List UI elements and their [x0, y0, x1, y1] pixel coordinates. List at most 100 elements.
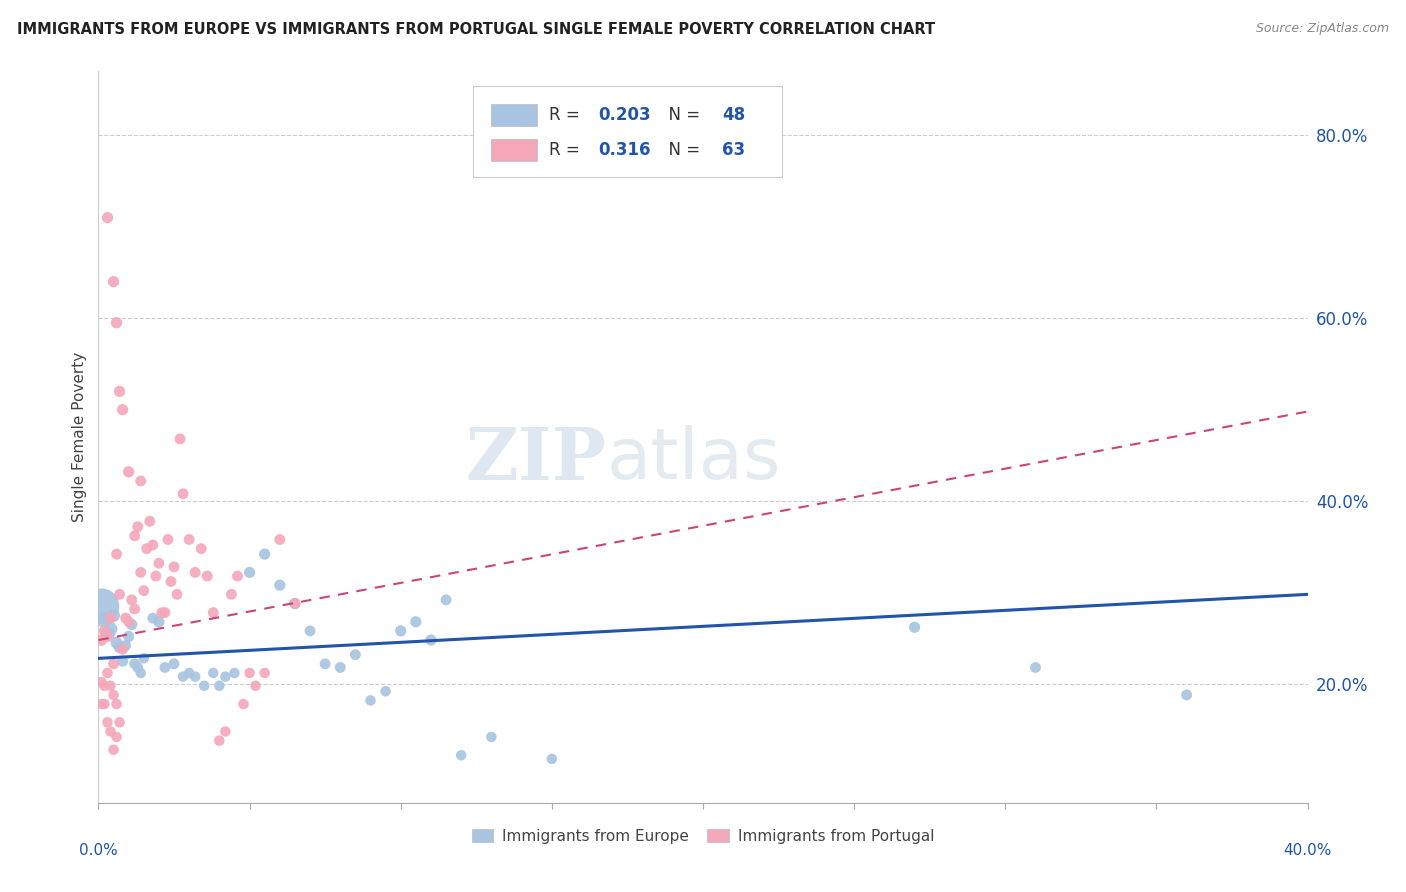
Point [239, 566, 262, 580]
Point [108, 715, 131, 730]
Text: IMMIGRANTS FROM EUROPE VS IMMIGRANTS FROM PORTUGAL SINGLE FEMALE POVERTY CORRELA: IMMIGRANTS FROM EUROPE VS IMMIGRANTS FRO… [17, 22, 935, 37]
Point [405, 615, 427, 629]
Point [93, 697, 115, 711]
Point [118, 615, 141, 629]
Text: 40.0%: 40.0% [1284, 843, 1331, 858]
Point [163, 657, 186, 671]
Point [153, 606, 176, 620]
Point [108, 587, 131, 601]
Point [127, 660, 149, 674]
Point [100, 724, 122, 739]
Point [450, 748, 472, 763]
Point [150, 606, 173, 620]
Text: R =: R = [550, 141, 585, 160]
Point [124, 657, 146, 671]
Point [111, 654, 134, 668]
Point [103, 657, 125, 671]
Text: 63: 63 [723, 141, 745, 160]
Point [103, 743, 125, 757]
Point [904, 620, 927, 634]
Point [124, 529, 146, 543]
Point [90, 599, 112, 614]
Point [179, 533, 201, 547]
Point [135, 541, 157, 556]
Point [389, 624, 412, 638]
Point [540, 752, 562, 766]
Point [132, 583, 155, 598]
Point [124, 602, 146, 616]
Point [172, 487, 194, 501]
Point [129, 665, 152, 680]
Point [160, 574, 183, 589]
Point [118, 629, 141, 643]
Point [284, 597, 307, 611]
Point [111, 642, 134, 657]
Point [93, 613, 115, 627]
Point [224, 665, 246, 680]
Point [100, 611, 122, 625]
Point [374, 684, 396, 698]
Point [127, 519, 149, 533]
Point [184, 670, 207, 684]
Point [100, 679, 122, 693]
Point [344, 648, 367, 662]
Point [195, 569, 218, 583]
Y-axis label: Single Female Poverty: Single Female Poverty [72, 352, 87, 522]
Point [214, 724, 236, 739]
Point [172, 670, 194, 684]
Point [118, 465, 141, 479]
Point [269, 533, 291, 547]
Text: 48: 48 [723, 106, 745, 124]
Point [253, 547, 276, 561]
Point [226, 569, 249, 583]
Point [103, 275, 125, 289]
Point [1024, 660, 1046, 674]
Point [142, 611, 165, 625]
Point [245, 679, 267, 693]
Point [114, 611, 136, 625]
Point [90, 675, 112, 690]
Point [156, 533, 179, 547]
Point [108, 384, 131, 399]
Point [129, 566, 152, 580]
Point [253, 665, 276, 680]
Text: R =: R = [550, 106, 585, 124]
Point [692, 161, 714, 175]
Point [1175, 688, 1198, 702]
Point [96, 629, 118, 643]
Point [190, 541, 212, 556]
Point [314, 657, 336, 671]
Point [153, 660, 176, 674]
Point [269, 578, 291, 592]
Point [221, 587, 243, 601]
Point [202, 665, 225, 680]
Text: 0.0%: 0.0% [79, 843, 118, 858]
Point [434, 592, 457, 607]
Text: Source: ZipAtlas.com: Source: ZipAtlas.com [1256, 22, 1389, 36]
Point [284, 597, 307, 611]
Point [148, 556, 170, 570]
Point [360, 693, 382, 707]
Text: N =: N = [658, 106, 706, 124]
Text: ZIP: ZIP [465, 424, 606, 494]
Point [90, 633, 112, 648]
FancyBboxPatch shape [492, 139, 537, 161]
Point [105, 697, 128, 711]
Point [114, 639, 136, 653]
Text: 0.203: 0.203 [598, 106, 651, 124]
Point [193, 679, 215, 693]
Point [105, 636, 128, 650]
Point [96, 626, 118, 640]
Point [93, 624, 115, 638]
Point [232, 697, 254, 711]
Point [202, 606, 225, 620]
Point [105, 316, 128, 330]
Point [239, 665, 262, 680]
Legend: Immigrants from Europe, Immigrants from Portugal: Immigrants from Europe, Immigrants from … [465, 822, 941, 850]
Point [129, 474, 152, 488]
Point [329, 660, 352, 674]
Point [420, 633, 443, 648]
Point [208, 679, 231, 693]
Point [169, 432, 191, 446]
Point [108, 640, 131, 655]
